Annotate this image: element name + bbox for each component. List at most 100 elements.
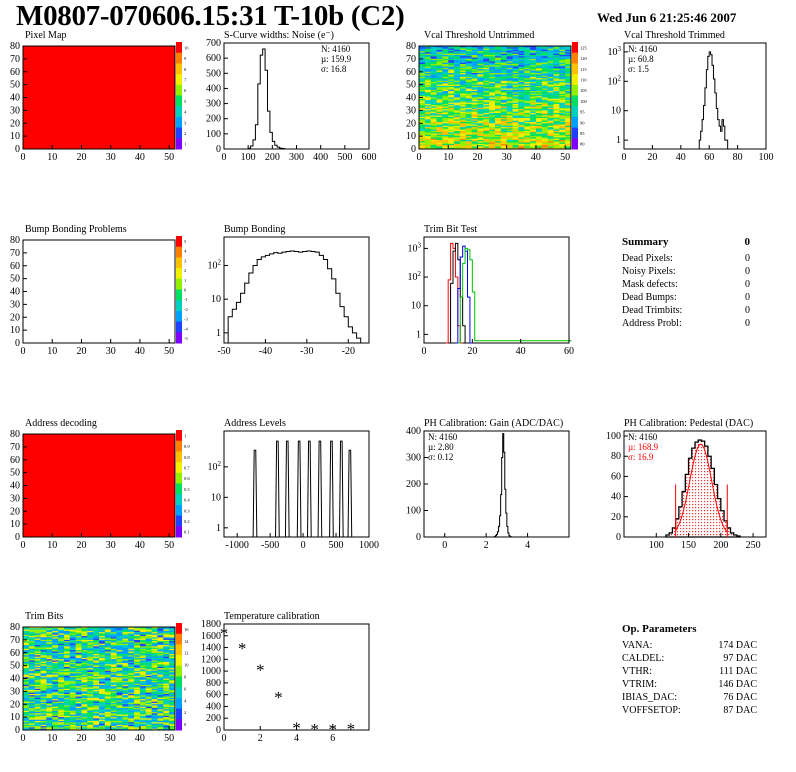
heatmap-cell	[40, 706, 47, 709]
heatmap-cell	[553, 82, 560, 84]
heatmap-cell	[110, 687, 117, 690]
heatmap-cell	[483, 125, 490, 128]
heatmap-cell	[46, 697, 53, 700]
colorbar-label: 1	[184, 278, 186, 283]
heatmap-cell	[559, 94, 566, 97]
colorbar-cell	[176, 289, 182, 301]
heatmap-cell	[459, 64, 467, 66]
heatmap-cell	[535, 69, 543, 71]
heatmap-cell	[116, 727, 123, 730]
heatmap-cell	[75, 678, 82, 681]
heatmap-cell	[34, 711, 41, 714]
heatmap-cell	[518, 102, 525, 105]
heatmap-cell	[430, 115, 437, 118]
heatmap-cell	[87, 645, 94, 647]
heatmap-cell	[565, 130, 572, 133]
colorbar-label: 90	[580, 120, 585, 125]
heatmap-cell	[145, 670, 152, 673]
heatmap-cell	[500, 119, 507, 121]
colorbar-cell	[176, 697, 182, 710]
heatmap-cell	[46, 705, 53, 708]
heatmap-cell	[34, 652, 41, 655]
heatmap-cell	[157, 656, 164, 659]
heatmap-cell	[134, 708, 141, 710]
heatmap-cell	[430, 51, 437, 53]
heatmap-cell	[46, 720, 53, 723]
heatmap-cell	[81, 686, 88, 688]
heatmap-cell	[471, 115, 478, 118]
x-tick-label: -1000	[226, 540, 249, 551]
heatmap-cell	[145, 701, 152, 704]
heatmap-cell	[52, 642, 59, 645]
heatmap-cell	[46, 675, 53, 678]
heatmap-cell	[128, 688, 135, 691]
param-value: 97 DAC	[723, 653, 757, 664]
heatmap-cell	[134, 636, 141, 638]
heatmap-cell	[134, 700, 141, 702]
heatmap-cell	[483, 48, 490, 51]
heatmap-cell	[465, 110, 472, 112]
heatmap-cell	[52, 637, 59, 639]
heatmap-cell	[483, 134, 490, 137]
heatmap-cell	[512, 97, 519, 100]
heatmap-cell	[442, 75, 449, 78]
heatmap-cell	[535, 139, 543, 142]
heatmap-cell	[157, 702, 164, 705]
heatmap-cell	[63, 690, 71, 692]
heatmap-cell	[110, 639, 117, 642]
heatmap-cell	[559, 65, 566, 67]
heatmap-cell	[145, 630, 152, 633]
heatmap-cell	[157, 650, 164, 652]
heatmap-cell	[535, 53, 543, 56]
heatmap-cell	[169, 700, 176, 702]
heatmap-cell	[483, 132, 490, 134]
heatmap-cell	[530, 88, 537, 91]
noise-title: S-Curve widths: Noise (e⁻)	[224, 30, 334, 41]
heatmap-cell	[512, 47, 519, 49]
y-tick-exponent: 3	[418, 241, 422, 249]
heatmap-cell	[430, 96, 437, 98]
y-tick-label: 100	[606, 431, 621, 442]
heatmap-cell	[495, 118, 502, 120]
heatmap-cell	[547, 48, 554, 51]
heatmap-cell	[75, 711, 82, 714]
heatmap-cell	[483, 129, 490, 132]
heatmap-cell	[530, 137, 537, 139]
heatmap-cell	[541, 101, 548, 103]
heatmap-cell	[104, 723, 111, 726]
heatmap-cell	[169, 641, 176, 643]
heatmap-cell	[565, 103, 572, 106]
heatmap-cell	[547, 76, 554, 79]
heatmap-cell	[489, 142, 496, 145]
heatmap-cell	[565, 74, 572, 76]
heatmap-cell	[483, 127, 490, 129]
heatmap-cell	[430, 143, 437, 146]
y-tick-label: 400	[206, 83, 221, 94]
heatmap-cell	[530, 136, 537, 138]
heatmap-cell	[169, 636, 176, 638]
heatmap-cell	[122, 708, 129, 710]
heatmap-cell	[28, 687, 35, 690]
heatmap-cell	[104, 691, 111, 693]
heatmap-cell	[104, 657, 111, 660]
heatmap-cell	[151, 663, 158, 665]
heatmap-cell	[524, 92, 531, 94]
heatmap-cell	[128, 672, 135, 674]
heatmap-cell	[122, 724, 129, 727]
heatmap-cell	[442, 102, 449, 105]
heatmap-cell	[442, 85, 449, 88]
heatmap-cell	[151, 727, 158, 730]
heatmap-cell	[541, 67, 548, 70]
heatmap-cell	[145, 643, 152, 646]
heatmap-cell	[52, 699, 59, 701]
heatmap-cell	[163, 693, 170, 696]
heatmap-cell	[547, 132, 554, 134]
heatmap-cell	[547, 96, 554, 98]
heatmap-cell	[477, 102, 484, 105]
heatmap-cell	[495, 71, 502, 74]
heatmap-cell	[75, 719, 82, 722]
heatmap-cell	[169, 647, 176, 650]
heatmap-cell	[506, 110, 513, 112]
heatmap-cell	[535, 79, 543, 82]
heatmap-cell	[23, 646, 30, 648]
